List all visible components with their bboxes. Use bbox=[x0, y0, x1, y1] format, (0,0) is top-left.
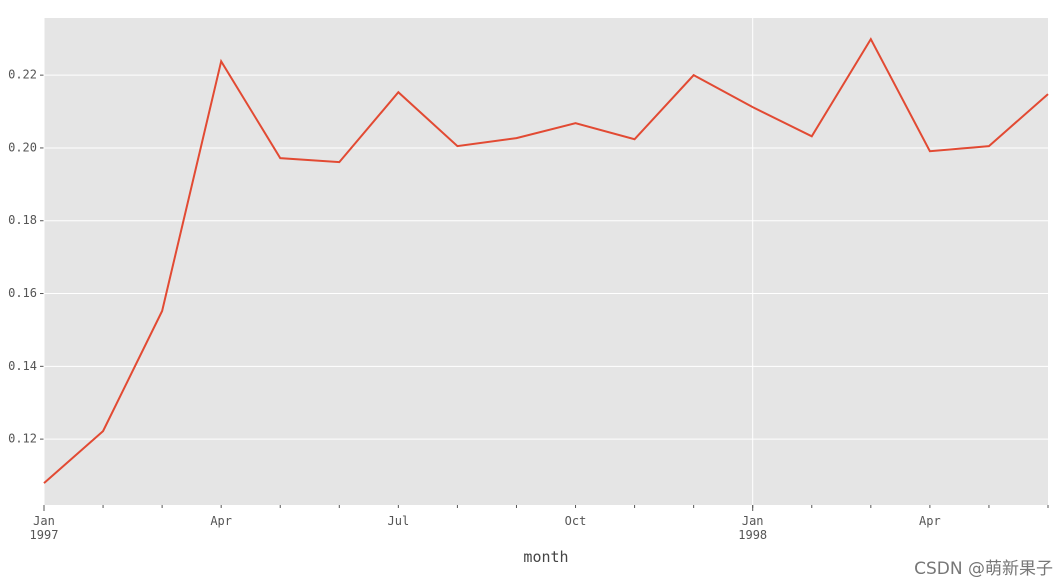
y-tick-label: 0.18 bbox=[8, 213, 37, 227]
y-tick-label: 0.20 bbox=[8, 140, 37, 154]
x-tick-label: Jan 1997 bbox=[29, 514, 59, 542]
watermark: CSDN @萌新果子 bbox=[914, 559, 1053, 579]
line bbox=[43, 37, 1049, 484]
x-tick-label: Apr bbox=[210, 514, 233, 528]
y-tick-label: 0.12 bbox=[8, 432, 37, 446]
x-tick-label: Jan 1998 bbox=[738, 514, 768, 542]
y-tick-label: 0.16 bbox=[8, 286, 37, 300]
x-tick-label: Apr bbox=[919, 514, 941, 528]
y-tick-label: 0.22 bbox=[8, 68, 37, 82]
y-tick-label: 0.14 bbox=[8, 359, 37, 373]
x-axis-label: month bbox=[523, 548, 569, 566]
x-tick-label: Oct bbox=[564, 514, 587, 528]
x-tick-label: Jul bbox=[387, 514, 410, 528]
